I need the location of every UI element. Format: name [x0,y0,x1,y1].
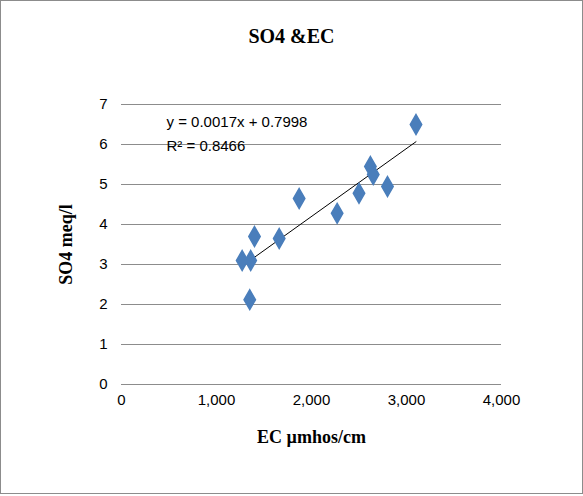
svg-text:5: 5 [99,175,107,192]
svg-text:EC µmhos/cm: EC µmhos/cm [257,427,366,447]
svg-text:2: 2 [99,295,107,312]
svg-text:3,000: 3,000 [388,391,426,408]
svg-text:4: 4 [99,215,107,232]
svg-text:y = 0.0017x + 0.7998: y = 0.0017x + 0.7998 [167,113,308,130]
svg-text:2,000: 2,000 [293,391,331,408]
svg-text:0: 0 [99,375,107,392]
svg-text:1: 1 [99,335,107,352]
svg-text:1,000: 1,000 [198,391,236,408]
svg-text:3: 3 [99,255,107,272]
svg-text:6: 6 [99,135,107,152]
html-text:SO4 &EC: SO4 &EC [248,25,335,47]
svg-text:SO4 meq/l: SO4 meq/l [56,204,76,285]
svg-text:7: 7 [99,95,107,112]
svg-text:R² = 0.8466: R² = 0.8466 [167,137,246,154]
svg-text:0: 0 [117,391,125,408]
svg-text:4,000: 4,000 [483,391,521,408]
